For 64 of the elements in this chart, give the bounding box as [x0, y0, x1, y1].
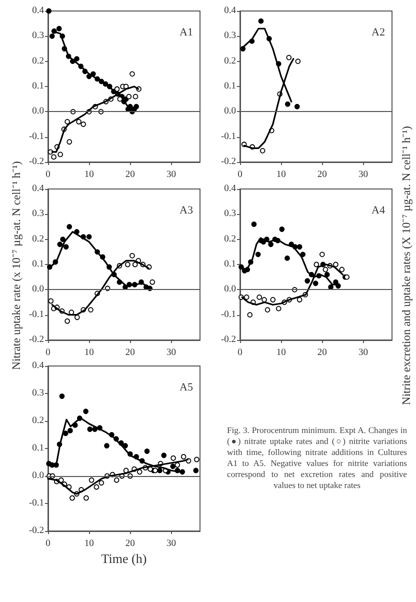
x-tick-label: 30	[166, 348, 176, 358]
y-tick-label: 0.4	[32, 6, 44, 16]
x-tick-label: 10	[276, 170, 286, 180]
x-tick-label: 30	[358, 348, 368, 358]
x-tick-label: 20	[125, 539, 136, 549]
y-tick-label: 0.2	[224, 56, 236, 66]
y-tick-label: 0.2	[32, 416, 44, 426]
y-tick-label: 0.0	[32, 106, 44, 117]
y-tick-label: 0.1	[224, 82, 236, 92]
y-tick-label: 0.4	[224, 184, 236, 194]
y-tick-label: 0.0	[224, 284, 236, 295]
y-tick-label: 0.1	[32, 260, 44, 270]
y-tick-label: -0.1	[28, 132, 44, 142]
x-tick-label: 30	[358, 170, 368, 180]
y-tick-label: -0.1	[220, 310, 236, 320]
x-tick-label: 20	[125, 348, 136, 358]
x-tick-label: 30	[166, 539, 176, 549]
y-tick-label: 0.1	[224, 260, 236, 270]
y-tick-label: -0.2	[220, 335, 236, 345]
y-tick-label: 0.1	[32, 82, 44, 92]
text: A2	[372, 26, 386, 38]
x-tick-label: 30	[166, 170, 176, 180]
y-tick-label: -0.1	[28, 310, 44, 320]
x-tick-label: 10	[84, 170, 94, 180]
x-tick-label: 0	[46, 539, 51, 549]
x-tick-label: 0	[238, 170, 243, 180]
y-tick-label: 0.3	[32, 209, 44, 220]
y-tick-label: -0.2	[28, 335, 44, 345]
caption: Fig. 3. Prorocentrum minimum. Expt A. Changes in (●) nitrate uptake rates and (○) nitrite variations with time, following nitrate additions in Cultures A1 to A5. Negative values for nitrite variations correspond to net excretion rates and positive values to net uptake rates	[227, 425, 407, 491]
y-tick-label: 0.0	[224, 106, 236, 117]
y-tick-label: 0.3	[224, 31, 236, 42]
x-tick-label: 0	[46, 170, 51, 180]
y-axis-title: Nitrate uptake rate (x 10⁻⁷ µg-at. N cell⁻¹ h⁻¹)	[10, 160, 23, 370]
y-tick-label: -0.2	[28, 157, 44, 167]
x-tick-label: 20	[125, 170, 136, 180]
x-tick-label: 0	[46, 348, 51, 358]
text: A5	[180, 382, 194, 394]
y2-axis-title: Nitrite excretion and uptake rates (X 10⁻⁷ µg-at. N cell⁻¹ h⁻¹)	[400, 126, 413, 404]
y-tick-label: 0.3	[32, 388, 44, 398]
x-tick-label: 20	[317, 170, 328, 180]
y-tick-label: 0.3	[32, 31, 44, 42]
y-tick-label: -0.2	[28, 526, 44, 536]
x-tick-label: 10	[276, 348, 286, 358]
x-axis-title: Time (h)	[100, 551, 148, 567]
y-tick-label: 0.2	[32, 234, 44, 244]
x-tick-label: 20	[317, 348, 328, 358]
text: A4	[372, 204, 386, 216]
y-tick-label: 0.3	[224, 209, 236, 220]
y-tick-label: 0.4	[32, 184, 44, 194]
text: A3	[180, 204, 194, 216]
text: A1	[180, 26, 194, 38]
x-tick-label: 10	[84, 539, 94, 549]
x-tick-label: 10	[84, 348, 94, 358]
y-tick-label: 0.0	[32, 284, 44, 295]
y-tick-label: 0.0	[32, 471, 44, 481]
y-tick-label: 0.1	[32, 444, 44, 454]
y-tick-label: -0.1	[220, 132, 236, 142]
y-tick-label: -0.1	[28, 498, 44, 508]
x-tick-label: 0	[238, 348, 243, 358]
y-tick-label: 0.4	[32, 361, 44, 371]
y-tick-label: 0.2	[32, 56, 44, 66]
y-tick-label: 0.2	[224, 234, 236, 244]
y-tick-label: 0.4	[224, 6, 236, 16]
y-tick-label: -0.2	[220, 157, 236, 167]
